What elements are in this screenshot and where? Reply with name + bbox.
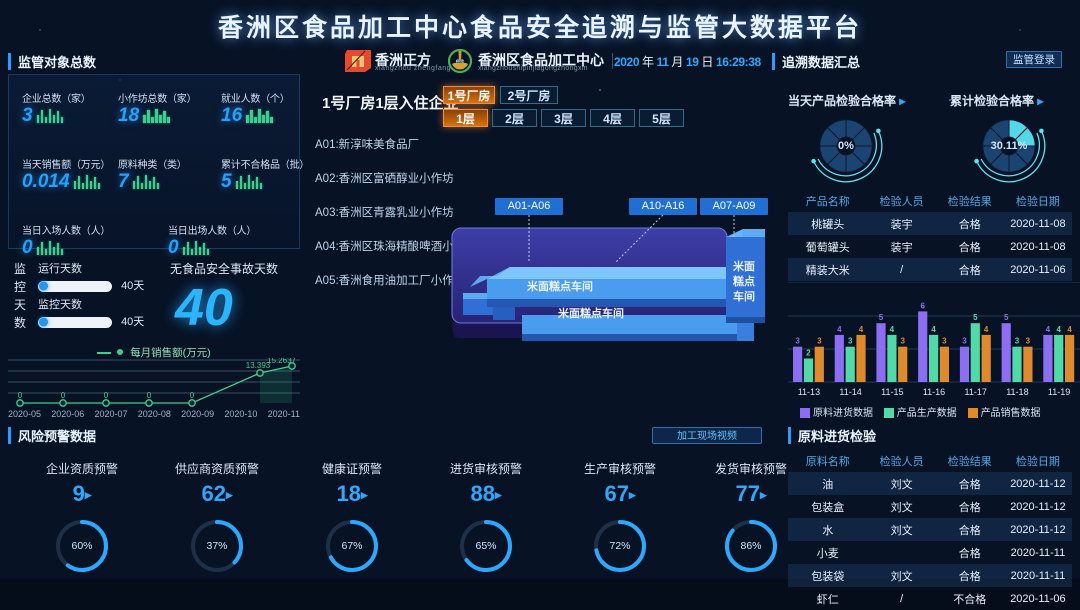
svg-text:5: 5 xyxy=(879,313,884,322)
svg-text:0: 0 xyxy=(147,391,152,400)
svg-text:3: 3 xyxy=(942,337,947,346)
svg-text:11-15: 11-15 xyxy=(881,387,903,397)
svg-text:2: 2 xyxy=(806,349,811,358)
svg-text:4: 4 xyxy=(837,325,842,334)
svg-text:3: 3 xyxy=(817,337,822,346)
svg-text:3: 3 xyxy=(795,337,800,346)
svg-text:6: 6 xyxy=(920,301,925,310)
svg-text:4: 4 xyxy=(931,325,936,334)
svg-text:11-19: 11-19 xyxy=(1048,387,1070,397)
svg-text:4: 4 xyxy=(1056,325,1061,334)
svg-text:4: 4 xyxy=(984,325,989,334)
svg-text:11-14: 11-14 xyxy=(839,387,861,397)
svg-text:4: 4 xyxy=(890,325,895,334)
svg-text:5: 5 xyxy=(973,313,978,322)
svg-text:3: 3 xyxy=(900,337,905,346)
svg-text:3: 3 xyxy=(1015,337,1020,346)
svg-text:11-13: 11-13 xyxy=(798,387,820,397)
svg-text:0: 0 xyxy=(190,391,195,400)
svg-text:0: 0 xyxy=(104,391,109,400)
svg-text:0: 0 xyxy=(61,391,66,400)
svg-text:4: 4 xyxy=(859,325,864,334)
svg-text:11-18: 11-18 xyxy=(1006,387,1028,397)
svg-text:11-16: 11-16 xyxy=(923,387,945,397)
svg-text:3: 3 xyxy=(962,337,967,346)
svg-text:0: 0 xyxy=(18,391,23,400)
svg-text:3: 3 xyxy=(848,337,853,346)
svg-text:4: 4 xyxy=(1067,325,1072,334)
svg-text:11-17: 11-17 xyxy=(965,387,987,397)
svg-text:5: 5 xyxy=(1004,313,1009,322)
svg-text:3: 3 xyxy=(1026,337,1031,346)
svg-text:4: 4 xyxy=(1046,325,1051,334)
